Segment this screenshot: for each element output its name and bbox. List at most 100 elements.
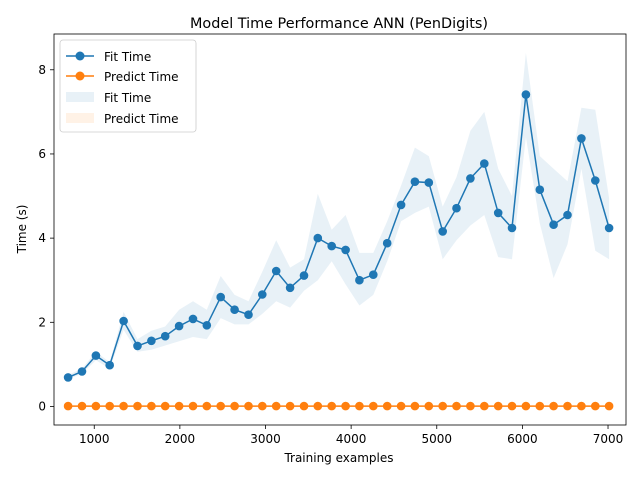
legend-label-fit-time-band: Fit Time <box>104 91 151 105</box>
fit-time-point <box>91 351 101 360</box>
series-lines <box>67 94 610 407</box>
fit-time-point <box>480 159 489 168</box>
predict-time-point <box>507 401 517 411</box>
y-tick-label: 2 <box>38 315 46 329</box>
x-tick-label: 5000 <box>421 432 452 446</box>
fit-time-point <box>493 208 503 218</box>
fit-time-point <box>216 292 225 302</box>
predict-time-point <box>604 401 614 411</box>
predict-time-point <box>591 401 600 411</box>
predict-time-point <box>521 401 531 411</box>
predict-time-point <box>244 401 253 411</box>
predict-time-point <box>424 401 434 411</box>
legend-fit-band-swatch <box>66 92 94 102</box>
y-tick-label: 4 <box>38 231 46 245</box>
predict-time-point <box>258 401 267 411</box>
predict-time-point <box>410 401 420 411</box>
predict-time-point <box>313 401 323 411</box>
fit-time-line <box>67 94 610 379</box>
fit-time-point <box>382 238 392 248</box>
fit-time-band <box>68 52 610 380</box>
fit-time-point <box>244 310 253 320</box>
fit-time-point <box>258 290 267 299</box>
predict-time-point <box>230 401 239 411</box>
legend-label-predict-time-band: Predict Time <box>104 112 179 126</box>
y-tick-label: 8 <box>38 63 46 77</box>
fit-time-point <box>77 367 87 376</box>
legend-fit-marker <box>75 51 85 61</box>
predict-time-point <box>355 401 364 411</box>
predict-time-point <box>285 401 295 411</box>
predict-time-point <box>216 401 225 411</box>
y-axis-ticks: 0 2 4 6 8 <box>38 63 54 413</box>
predict-time-point <box>396 401 406 411</box>
fit-time-point <box>535 185 545 194</box>
fit-time-point <box>230 305 239 315</box>
predict-time-point <box>382 401 392 411</box>
predict-time-point <box>341 401 350 411</box>
fit-time-point <box>188 314 198 324</box>
x-tick-label: 1000 <box>79 432 110 446</box>
fit-time-point <box>63 373 73 382</box>
predict-time-point <box>202 401 212 411</box>
fit-time-point <box>466 174 475 183</box>
x-tick-label: 4000 <box>336 432 367 446</box>
y-axis-label: Time (s) <box>15 205 29 255</box>
fit-time-point <box>327 241 337 251</box>
legend: Fit Time Predict Time Fit Time Predict T… <box>59 39 197 133</box>
predict-time-point <box>174 401 184 411</box>
predict-time-point <box>549 401 558 411</box>
fit-time-point <box>577 134 586 143</box>
y-tick-label: 0 <box>38 399 46 413</box>
predict-time-point <box>493 401 503 411</box>
predict-time-point <box>77 401 87 411</box>
fit-time-point <box>133 341 142 351</box>
legend-box <box>59 39 197 133</box>
predict-time-point <box>91 401 101 411</box>
fit-time-point <box>147 336 156 346</box>
predict-time-point <box>480 401 489 411</box>
fit-time-point <box>160 331 170 341</box>
fit-time-point <box>313 233 323 243</box>
x-tick-label: 3000 <box>250 432 281 446</box>
fit-time-point <box>271 266 281 276</box>
predict-time-point <box>438 401 448 411</box>
fit-time-point <box>452 203 461 213</box>
predict-time-point <box>188 401 198 411</box>
y-tick-label: 6 <box>38 147 46 161</box>
predict-time-point <box>369 401 378 411</box>
fit-time-point <box>563 210 572 220</box>
fit-time-point <box>410 177 420 186</box>
fit-time-point <box>355 275 364 285</box>
predict-time-point <box>160 401 170 411</box>
fit-time-point <box>285 283 295 293</box>
predict-time-point <box>133 401 142 411</box>
predict-time-point <box>466 401 475 411</box>
predict-time-point <box>63 401 73 411</box>
x-tick-label: 7000 <box>593 432 624 446</box>
chart-title: Model Time Performance ANN (PenDigits) <box>190 16 488 32</box>
legend-label-predict-time: Predict Time <box>104 70 179 84</box>
x-tick-label: 2000 <box>165 432 196 446</box>
x-tick-label: 6000 <box>507 432 538 446</box>
fit-time-point <box>438 227 448 236</box>
fit-time-point <box>369 270 378 280</box>
predict-time-point <box>271 401 281 411</box>
fit-time-point <box>424 178 434 187</box>
fit-time-point <box>521 90 531 99</box>
fit-time-point <box>396 200 406 210</box>
predict-time-point <box>535 401 545 411</box>
predict-time-point <box>327 401 337 411</box>
fit-time-point <box>105 360 114 370</box>
fit-time-point <box>591 176 600 185</box>
predict-time-point <box>577 401 586 411</box>
predict-time-point <box>147 401 156 411</box>
plot-frame <box>53 33 627 426</box>
series-points <box>63 90 614 411</box>
fit-time-point <box>549 220 558 229</box>
predict-time-point <box>119 401 128 411</box>
fit-time-point <box>604 223 614 233</box>
legend-label-fit-time: Fit Time <box>104 50 151 64</box>
fit-time-point <box>119 316 128 326</box>
